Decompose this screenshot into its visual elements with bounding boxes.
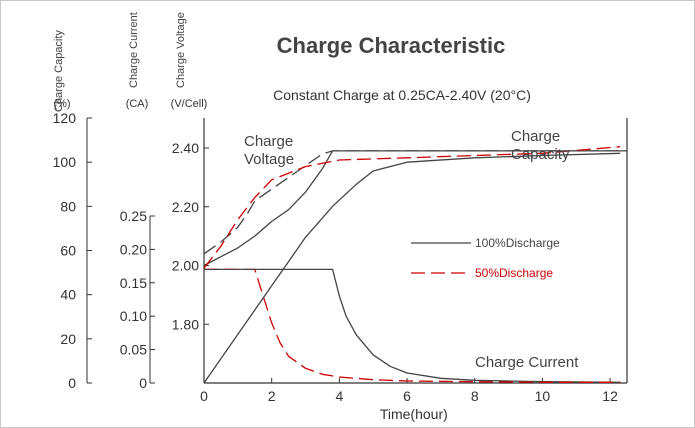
chart-subtitle: Constant Charge at 0.25CA-2.40V (20°C) — [273, 87, 531, 103]
capacity-tick-label: 20 — [60, 331, 76, 347]
capacity-tick-label: 120 — [53, 110, 77, 126]
x-tick-label: 2 — [268, 388, 276, 404]
current-tick-label: 0 — [139, 375, 147, 391]
voltage-tick-label: 2.20 — [172, 199, 199, 215]
legend-label: 100%Discharge — [475, 236, 560, 250]
current-tick-label: 0.05 — [120, 342, 147, 358]
series-line-1 — [203, 150, 627, 255]
current-axis-unit: (CA) — [126, 98, 149, 110]
x-tick-label: 8 — [471, 388, 479, 404]
capacity-annotation: Charge Capacity — [511, 128, 570, 163]
series-line-2 — [204, 268, 621, 383]
current-tick-label: 0.25 — [120, 208, 147, 224]
x-axis-label: Time(hour) — [380, 406, 448, 422]
voltage-annotation: Charge Voltage — [244, 133, 294, 168]
x-tick-label: 12 — [602, 388, 618, 404]
series-line-4 — [203, 152, 621, 384]
capacity-tick-label: 60 — [60, 243, 76, 259]
x-tick-label: 10 — [535, 388, 551, 404]
voltage-axis-label: Charge Voltage — [175, 12, 187, 88]
voltage-axis-unit: (V/Cell) — [171, 98, 208, 110]
series-line-5 — [203, 146, 621, 269]
voltage-tick-label: 2.40 — [172, 140, 199, 156]
series-line-0 — [203, 150, 627, 267]
current-axis-label: Charge Current — [128, 12, 140, 88]
current-tick-label: 0.15 — [120, 275, 147, 291]
series-line-3 — [204, 268, 621, 383]
x-tick-label: 0 — [200, 388, 208, 404]
capacity-tick-label: 40 — [60, 287, 76, 303]
current-tick-label: 0.10 — [120, 308, 147, 324]
current-tick-label: 0.20 — [120, 241, 147, 257]
current-annotation: Charge Current — [475, 354, 579, 371]
capacity-axis-unit: (%) — [53, 98, 70, 110]
capacity-tick-label: 80 — [60, 198, 76, 214]
x-tick-label: 4 — [335, 388, 343, 404]
x-tick-label: 6 — [403, 388, 411, 404]
legend-label: 50%Discharge — [475, 266, 553, 280]
chart-title: Charge Characteristic — [277, 33, 506, 58]
voltage-tick-label: 2.00 — [172, 258, 199, 274]
capacity-tick-label: 0 — [68, 375, 76, 391]
voltage-tick-label: 1.80 — [172, 316, 199, 332]
capacity-tick-label: 100 — [53, 154, 77, 170]
capacity-axis-label: Charge Capacity — [53, 30, 65, 112]
